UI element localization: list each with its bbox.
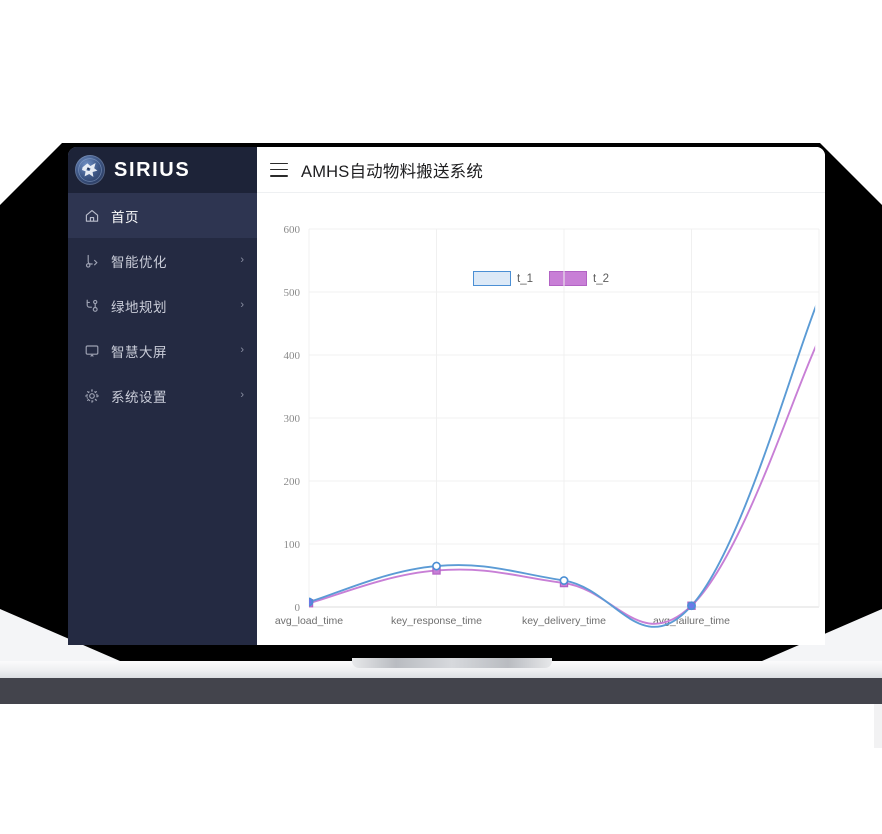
chevron-right-icon: › — [240, 389, 244, 401]
sidebar-item-label: 首页 — [111, 209, 139, 225]
sidebar-item-label: 智慧大屏 — [111, 344, 167, 360]
legend-label: t_2 — [593, 272, 609, 285]
svg-text:600: 600 — [284, 224, 301, 236]
main-content: AMHS自动物料搬送系统 t_1 t_2 0 100 200 300 400 500 600… — [257, 147, 825, 645]
svg-text:400: 400 — [284, 350, 301, 362]
page-title: AMHS自动物料搬送系统 — [301, 162, 484, 181]
shelf-edge-line — [0, 704, 882, 706]
legend-label: t_1 — [517, 272, 533, 285]
legend-swatch-icon — [549, 271, 587, 286]
monitor-icon — [84, 343, 100, 359]
chart-legend: t_1 t_2 — [257, 271, 825, 286]
laptop-base — [0, 661, 882, 678]
svg-text:300: 300 — [284, 413, 301, 425]
optimize-icon — [84, 253, 100, 269]
laptop-base-notch — [352, 658, 552, 668]
sidebar-item-home[interactable]: 首页 — [68, 193, 257, 238]
application-window: SIRIUS 首页 — [68, 147, 825, 645]
svg-text:500: 500 — [284, 287, 301, 299]
svg-text:key_response_time: key_response_time — [391, 615, 482, 627]
legend-swatch-icon — [473, 271, 511, 286]
svg-text:avg_load_time: avg_load_time — [275, 615, 343, 627]
sidebar-item-system-settings[interactable]: 系统设置 › — [68, 373, 257, 418]
legend-item-t1[interactable]: t_1 — [473, 271, 533, 286]
svg-text:100: 100 — [284, 539, 301, 551]
laptop-shelf-bar — [0, 678, 882, 704]
svg-text:0: 0 — [295, 602, 301, 614]
sidebar-item-greenland-planning[interactable]: 绿地规划 › — [68, 283, 257, 328]
sidebar-item-label: 智能优化 — [111, 254, 167, 270]
sidebar-item-smart-dashboard[interactable]: 智慧大屏 › — [68, 328, 257, 373]
svg-text:200: 200 — [284, 476, 301, 488]
legend-item-t2[interactable]: t_2 — [549, 271, 609, 286]
chart-card: t_1 t_2 0 100 200 300 400 500 600 avg_load_time… — [257, 193, 825, 645]
hamburger-menu-icon[interactable] — [270, 162, 288, 177]
bezel-corner-top-right — [820, 143, 882, 205]
greenland-icon — [84, 298, 100, 314]
sidebar-item-label: 系统设置 — [111, 389, 167, 405]
svg-text:key_delivery_time: key_delivery_time — [522, 615, 606, 627]
sidebar: SIRIUS 首页 — [68, 147, 257, 645]
bezel-corner-top-left — [0, 143, 62, 205]
brand-header[interactable]: SIRIUS — [68, 147, 257, 193]
line-chart: 0 100 200 300 400 500 600 avg_load_time key_resp… — [275, 224, 820, 628]
chevron-right-icon: › — [240, 254, 244, 266]
sidebar-item-label: 绿地规划 — [111, 299, 167, 315]
svg-text:avg_failure_time: avg_failure_time — [653, 615, 730, 627]
brand-name: SIRIUS — [114, 158, 191, 181]
home-icon — [84, 208, 100, 224]
topbar: AMHS自动物料搬送系统 — [257, 147, 825, 193]
gear-icon — [84, 388, 100, 404]
chevron-right-icon: › — [240, 299, 244, 311]
chart-plot-area[interactable]: 0 100 200 300 400 500 600 avg_load_time key_resp… — [257, 193, 825, 645]
sidebar-item-intelligent-optimization[interactable]: 智能优化 › — [68, 238, 257, 283]
chevron-right-icon: › — [240, 344, 244, 356]
shelf-right-notch — [874, 704, 882, 748]
wolf-head-emblem-icon — [75, 155, 105, 185]
sidebar-nav: 首页 智能优化 › — [68, 193, 257, 418]
